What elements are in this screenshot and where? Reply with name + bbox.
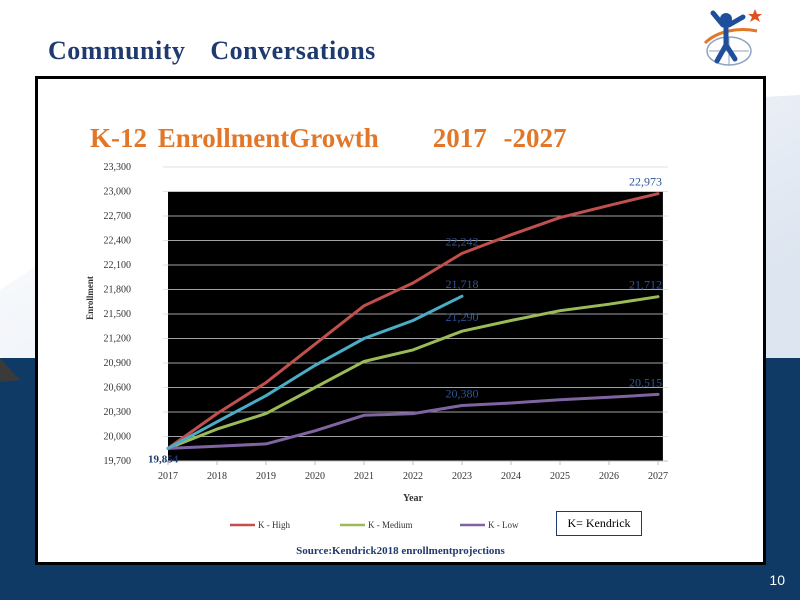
legend-label: K - Low bbox=[488, 520, 519, 530]
figure-star-globe-logo-icon bbox=[699, 5, 763, 70]
data-label: 20,515 bbox=[629, 375, 662, 389]
x-axis-title: Year bbox=[403, 493, 424, 504]
x-tick-label: 2027 bbox=[648, 471, 668, 482]
y-tick-label: 23,300 bbox=[104, 162, 132, 173]
data-label: 21,718 bbox=[446, 277, 479, 291]
chart-title: K-12 EnrollmentGrowth 2017 -2027 bbox=[90, 123, 567, 154]
y-tick-label: 23,000 bbox=[104, 187, 132, 198]
page-number: 10 bbox=[769, 572, 785, 588]
kendrick-key-note: K= Kendrick bbox=[556, 511, 642, 536]
x-tick-label: 2019 bbox=[256, 471, 276, 482]
legend-label: K - High bbox=[258, 520, 290, 530]
y-tick-label: 21,200 bbox=[104, 334, 132, 345]
data-label: 20,380 bbox=[446, 386, 479, 400]
x-tick-label: 2022 bbox=[403, 471, 423, 482]
data-label: 22,242 bbox=[446, 234, 479, 248]
y-tick-label: 20,600 bbox=[104, 383, 132, 394]
plot-backdrop bbox=[168, 191, 663, 461]
x-tick-label: 2023 bbox=[452, 471, 472, 482]
y-tick-label: 20,000 bbox=[104, 432, 132, 443]
series-line-ospi bbox=[166, 294, 464, 450]
series-line-k-high bbox=[166, 192, 660, 450]
chart-title-text: K-12 EnrollmentGrowth bbox=[90, 123, 379, 153]
x-tick-label: 2021 bbox=[354, 471, 374, 482]
y-tick-label: 22,100 bbox=[104, 260, 132, 271]
chart-source-note: Source:Kendrick2018 enrollmentprojection… bbox=[296, 545, 505, 557]
legend-label: K - Medium bbox=[368, 520, 413, 530]
x-tick-label: 2020 bbox=[305, 471, 325, 482]
chart-panel: K-12 EnrollmentGrowth 2017 -2027 19,700 20… bbox=[35, 76, 766, 565]
x-tick-label: 2017 bbox=[158, 471, 178, 482]
x-tick-label: 2025 bbox=[550, 471, 570, 482]
y-axis-title: Enrollment bbox=[85, 276, 95, 320]
data-label: 22,973 bbox=[629, 175, 662, 189]
x-tick-label: 2018 bbox=[207, 471, 227, 482]
data-label: 21,712 bbox=[629, 278, 662, 292]
y-tick-label: 21,800 bbox=[104, 285, 132, 296]
y-tick-label: 22,700 bbox=[104, 211, 132, 222]
series-line-k-low bbox=[166, 392, 660, 450]
y-tick-label: 19,700 bbox=[104, 456, 132, 467]
y-tick-label: 21,500 bbox=[104, 309, 132, 320]
y-tick-label: 20,300 bbox=[104, 407, 132, 418]
data-label: 21,290 bbox=[446, 310, 479, 324]
x-tick-label: 2026 bbox=[599, 471, 619, 482]
y-tick-label: 22,400 bbox=[104, 236, 132, 247]
data-label: 19,854 bbox=[148, 453, 179, 465]
x-tick-label: 2024 bbox=[501, 471, 521, 482]
series-line-k-medium bbox=[166, 295, 660, 450]
slide-title: Community Conversations bbox=[48, 36, 376, 65]
chart-title-years: 2017 -2027 bbox=[432, 123, 567, 153]
enrollment-line-chart: 19,700 20,000 20,300 20,600 20,900 21,200 21,5… bbox=[85, 162, 668, 530]
y-tick-label: 20,900 bbox=[104, 358, 132, 369]
